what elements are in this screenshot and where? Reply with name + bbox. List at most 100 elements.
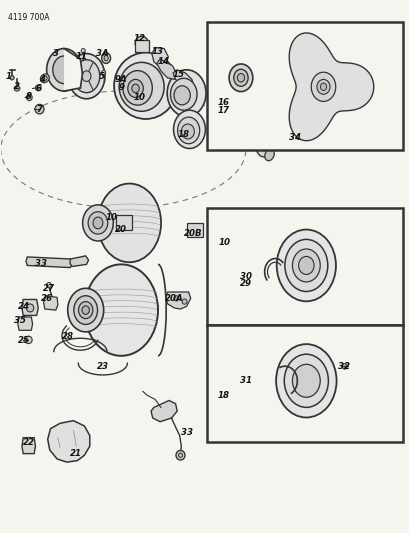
Bar bbox=[207, 22, 402, 150]
Ellipse shape bbox=[128, 79, 143, 98]
Ellipse shape bbox=[182, 299, 187, 304]
Text: 17: 17 bbox=[217, 106, 229, 115]
Ellipse shape bbox=[310, 72, 335, 101]
Ellipse shape bbox=[114, 53, 177, 119]
Ellipse shape bbox=[14, 86, 20, 91]
Ellipse shape bbox=[26, 94, 32, 101]
Bar bbox=[207, 208, 402, 325]
Ellipse shape bbox=[46, 282, 51, 288]
Polygon shape bbox=[26, 257, 73, 268]
Polygon shape bbox=[70, 256, 88, 266]
Text: 32: 32 bbox=[337, 362, 349, 371]
Text: 10: 10 bbox=[133, 93, 145, 102]
Ellipse shape bbox=[264, 149, 274, 161]
Ellipse shape bbox=[275, 344, 336, 417]
Polygon shape bbox=[22, 438, 35, 454]
Bar bbox=[116, 215, 132, 230]
Ellipse shape bbox=[239, 107, 243, 111]
Text: 34: 34 bbox=[288, 133, 300, 142]
Text: 3A: 3A bbox=[95, 50, 108, 58]
Ellipse shape bbox=[167, 70, 205, 117]
Ellipse shape bbox=[93, 217, 103, 229]
Ellipse shape bbox=[177, 117, 199, 144]
Text: 9: 9 bbox=[118, 83, 124, 92]
Ellipse shape bbox=[42, 76, 47, 80]
Ellipse shape bbox=[84, 264, 157, 356]
Ellipse shape bbox=[276, 230, 335, 301]
Ellipse shape bbox=[35, 104, 44, 114]
Ellipse shape bbox=[119, 62, 164, 111]
Text: 20A: 20A bbox=[165, 294, 183, 303]
Bar bbox=[187, 223, 202, 237]
Text: 2: 2 bbox=[14, 82, 20, 91]
Text: 4: 4 bbox=[38, 75, 45, 84]
Ellipse shape bbox=[132, 84, 139, 93]
Text: 27: 27 bbox=[43, 284, 55, 293]
Polygon shape bbox=[156, 59, 177, 79]
Text: 25: 25 bbox=[18, 336, 30, 345]
Ellipse shape bbox=[101, 70, 106, 75]
Text: 10: 10 bbox=[106, 213, 117, 222]
Text: 20B: 20B bbox=[184, 229, 202, 238]
Ellipse shape bbox=[237, 74, 244, 82]
Ellipse shape bbox=[82, 71, 91, 82]
Text: 11: 11 bbox=[75, 52, 88, 61]
Text: 31: 31 bbox=[239, 376, 251, 385]
Ellipse shape bbox=[284, 239, 327, 292]
Ellipse shape bbox=[88, 212, 108, 234]
Text: 1: 1 bbox=[6, 71, 12, 80]
Text: 13: 13 bbox=[152, 47, 164, 55]
Text: 4119 700A: 4119 700A bbox=[8, 13, 49, 22]
Ellipse shape bbox=[283, 354, 328, 407]
Ellipse shape bbox=[81, 49, 85, 53]
Text: 7: 7 bbox=[36, 105, 43, 114]
Ellipse shape bbox=[10, 76, 14, 80]
Ellipse shape bbox=[82, 306, 89, 314]
Ellipse shape bbox=[170, 78, 197, 110]
Text: 23: 23 bbox=[97, 362, 108, 371]
Ellipse shape bbox=[104, 55, 108, 61]
Polygon shape bbox=[151, 47, 168, 67]
Bar bbox=[207, 325, 402, 442]
Text: 33: 33 bbox=[180, 428, 192, 437]
Ellipse shape bbox=[233, 69, 247, 86]
Text: 16: 16 bbox=[217, 98, 229, 107]
Text: 35: 35 bbox=[14, 316, 26, 325]
Text: 5: 5 bbox=[99, 71, 105, 80]
Text: 20: 20 bbox=[115, 225, 127, 234]
Ellipse shape bbox=[74, 296, 97, 325]
Ellipse shape bbox=[101, 53, 110, 63]
Polygon shape bbox=[22, 300, 38, 316]
Polygon shape bbox=[166, 292, 190, 309]
Polygon shape bbox=[43, 296, 58, 310]
Text: 28: 28 bbox=[62, 332, 74, 341]
Ellipse shape bbox=[178, 453, 182, 457]
Ellipse shape bbox=[73, 60, 99, 93]
Text: 21: 21 bbox=[70, 449, 82, 458]
Polygon shape bbox=[229, 107, 272, 158]
Polygon shape bbox=[288, 33, 373, 141]
Ellipse shape bbox=[121, 79, 126, 84]
Text: 18: 18 bbox=[217, 391, 229, 400]
Text: 9A: 9A bbox=[115, 75, 127, 84]
Ellipse shape bbox=[67, 288, 103, 332]
Ellipse shape bbox=[79, 302, 92, 319]
Polygon shape bbox=[18, 317, 32, 330]
Ellipse shape bbox=[175, 450, 184, 460]
Ellipse shape bbox=[123, 70, 152, 105]
Text: 15: 15 bbox=[172, 70, 184, 78]
Text: 26: 26 bbox=[40, 294, 52, 303]
Ellipse shape bbox=[298, 256, 313, 274]
Text: 8: 8 bbox=[25, 92, 31, 101]
Ellipse shape bbox=[35, 85, 41, 91]
Ellipse shape bbox=[26, 304, 34, 312]
Ellipse shape bbox=[135, 36, 148, 50]
Bar bbox=[135, 40, 149, 52]
Polygon shape bbox=[173, 70, 193, 90]
Text: 12: 12 bbox=[133, 35, 145, 44]
Ellipse shape bbox=[173, 86, 190, 105]
Ellipse shape bbox=[342, 364, 346, 369]
Ellipse shape bbox=[47, 49, 81, 91]
Ellipse shape bbox=[83, 205, 113, 241]
Polygon shape bbox=[64, 49, 82, 91]
